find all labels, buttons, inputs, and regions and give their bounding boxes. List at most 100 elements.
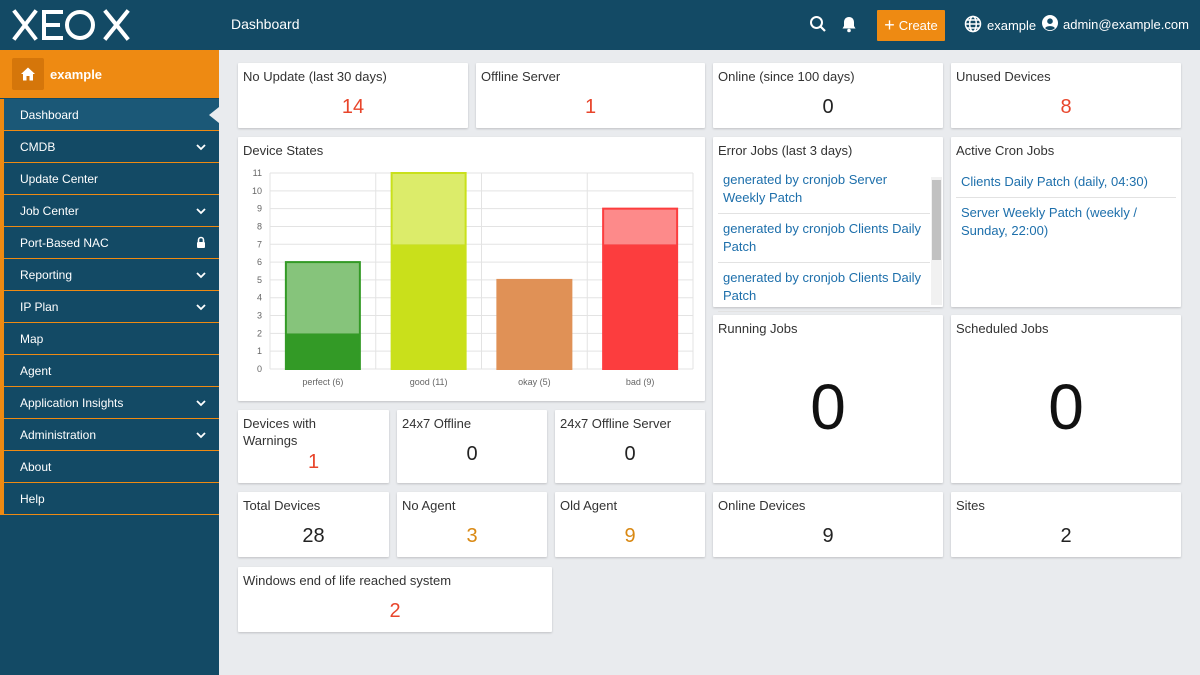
card-no-update[interactable]: No Update (last 30 days) 14 <box>238 63 468 128</box>
card-scheduled-jobs[interactable]: Scheduled Jobs 0 <box>951 315 1181 483</box>
card-windows-eol[interactable]: Windows end of life reached system 2 <box>238 567 552 632</box>
active-pointer <box>209 107 219 123</box>
search-icon[interactable] <box>809 15 829 35</box>
card-value: 0 <box>810 371 846 443</box>
sidebar-item-job-center[interactable]: Job Center <box>0 195 219 227</box>
sidebar-item-ip-plan[interactable]: IP Plan <box>0 291 219 323</box>
card-value: 1 <box>307 451 320 473</box>
card-value: 8 <box>1060 96 1072 118</box>
y-tick-label: 9 <box>257 204 262 214</box>
card-title: Scheduled Jobs <box>956 321 1049 336</box>
card-unused-devices[interactable]: Unused Devices 8 <box>951 63 1181 128</box>
card-online-since[interactable]: Online (since 100 days) 0 <box>713 63 943 128</box>
y-tick-label: 6 <box>257 257 262 267</box>
card-error-jobs[interactable]: Error Jobs (last 3 days) generated by cr… <box>713 137 943 312</box>
sidebar-home[interactable]: example <box>0 50 219 98</box>
y-tick-label: 1 <box>257 346 262 356</box>
plus-icon: + <box>884 14 895 35</box>
sidebar-item-application-insights[interactable]: Application Insights <box>0 387 219 419</box>
sidebar-item-about[interactable]: About <box>0 451 219 483</box>
card-value: 3 <box>466 525 478 547</box>
create-button[interactable]: + Create <box>877 10 945 41</box>
chevron-down-icon <box>195 141 207 156</box>
xeox-logo[interactable] <box>12 7 140 43</box>
error-job-link[interactable]: generated by cronjob Clients Daily Patch <box>723 270 921 303</box>
x-tick-label: okay (5) <box>518 377 551 387</box>
bar <box>602 207 679 370</box>
device-states-chart: 0 1 2 3 4 5 6 7 8 9 10 11 perfect (6) good (11) okay (… <box>252 168 694 387</box>
sidebar-item-agent[interactable]: Agent <box>0 355 219 387</box>
card-device-states[interactable]: Device States 0 1 2 3 4 5 6 7 8 9 10 11 perfect (6) g… <box>238 137 705 401</box>
card-title: Old Agent <box>560 498 618 513</box>
tenant-selector[interactable]: example <box>964 15 1036 36</box>
cron-job-link[interactable]: Clients Daily Patch (daily, 04:30) <box>961 174 1148 189</box>
sidebar-home-label: example <box>50 66 103 82</box>
card-sites[interactable]: Sites 2 <box>951 492 1181 557</box>
bar <box>284 261 361 370</box>
card-total-devices[interactable]: Total Devices 28 <box>238 492 389 557</box>
bar-segment-upper <box>391 173 466 245</box>
card-devices-with-warnings[interactable]: Devices with Warnings 1 <box>238 410 389 483</box>
card-value: 1 <box>584 96 597 118</box>
card-running-jobs[interactable]: Running Jobs 0 <box>713 315 943 483</box>
sidebar-item-update-center[interactable]: Update Center <box>0 163 219 195</box>
card-24x7-offline[interactable]: 24x7 Offline 0 <box>397 410 547 483</box>
card-value: 28 <box>302 525 325 547</box>
card-active-cron-jobs[interactable]: Active Cron Jobs Clients Daily Patch (da… <box>951 137 1181 307</box>
card-title: Total Devices <box>243 498 321 513</box>
chevron-down-icon <box>195 269 207 284</box>
card-old-agent[interactable]: Old Agent 9 <box>555 492 705 557</box>
sidebar-item-dashboard[interactable]: Dashboard <box>0 99 219 131</box>
y-tick-label: 2 <box>257 328 262 338</box>
card-offline-server[interactable]: Offline Server 1 <box>476 63 705 128</box>
list-item: Clients Daily Patch (daily, 04:30) <box>956 167 1176 198</box>
error-jobs-list: generated by cronjob Server Weekly Patch… <box>718 165 930 331</box>
y-tick-label: 3 <box>257 311 262 321</box>
scrollbar[interactable] <box>931 177 942 305</box>
card-title: Online (since 100 days) <box>718 69 855 84</box>
card-title: Sites <box>956 498 985 513</box>
card-title: Error Jobs (last 3 days) <box>718 143 853 158</box>
card-no-agent[interactable]: No Agent 3 <box>397 492 547 557</box>
sidebar-item-map[interactable]: Map <box>0 323 219 355</box>
sidebar-item-administration[interactable]: Administration <box>0 419 219 451</box>
scrollbar-thumb[interactable] <box>932 180 941 260</box>
sidebar-item-reporting[interactable]: Reporting <box>0 259 219 291</box>
chevron-down-icon <box>195 301 207 316</box>
cron-jobs-list: Clients Daily Patch (daily, 04:30) Serve… <box>956 167 1176 246</box>
error-job-link[interactable]: generated by cronjob Clients Daily Patch <box>723 221 921 254</box>
sidebar-item-help[interactable]: Help <box>0 483 219 515</box>
sidebar-item-port-based-nac[interactable]: Port-Based NAC <box>0 227 219 259</box>
sidebar-item-cmdb[interactable]: CMDB <box>0 131 219 163</box>
card-title: Online Devices <box>718 498 806 513</box>
globe-icon <box>964 15 982 36</box>
lock-icon <box>195 236 207 252</box>
card-title: 24x7 Offline Server <box>560 416 672 431</box>
card-value: 2 <box>1060 525 1072 547</box>
bell-icon[interactable] <box>840 15 860 35</box>
card-online-devices[interactable]: Online Devices 9 <box>713 492 943 557</box>
cron-job-link[interactable]: Server Weekly Patch (weekly / Sunday, 22… <box>961 205 1138 238</box>
y-tick-label: 8 <box>257 221 262 231</box>
card-title: Device States <box>243 143 324 158</box>
y-tick-label: 11 <box>253 168 262 178</box>
card-title: Windows end of life reached system <box>243 573 452 588</box>
chevron-down-icon <box>195 205 207 220</box>
bar-segment-upper <box>285 262 360 334</box>
card-value: 14 <box>341 96 365 118</box>
chevron-down-icon <box>195 429 207 444</box>
page-title: Dashboard <box>231 16 300 32</box>
card-24x7-offline-server[interactable]: 24x7 Offline Server 0 <box>555 410 705 483</box>
card-value: 0 <box>822 96 834 118</box>
x-tick-label: good (11) <box>410 377 448 387</box>
user-menu[interactable]: admin@example.com <box>1042 15 1189 34</box>
error-job-link[interactable]: generated by cronjob Server Weekly Patch <box>723 172 888 205</box>
bar-segment-upper <box>603 208 678 245</box>
card-title: Active Cron Jobs <box>956 143 1055 158</box>
bar <box>390 172 467 370</box>
y-tick-label: 10 <box>252 186 262 196</box>
sidebar-nav: Dashboard CMDB Update Center Job Center … <box>0 99 219 515</box>
bar <box>496 278 573 370</box>
card-title: No Update (last 30 days) <box>243 69 387 84</box>
list-item: Server Weekly Patch (weekly / Sunday, 22… <box>956 198 1176 246</box>
